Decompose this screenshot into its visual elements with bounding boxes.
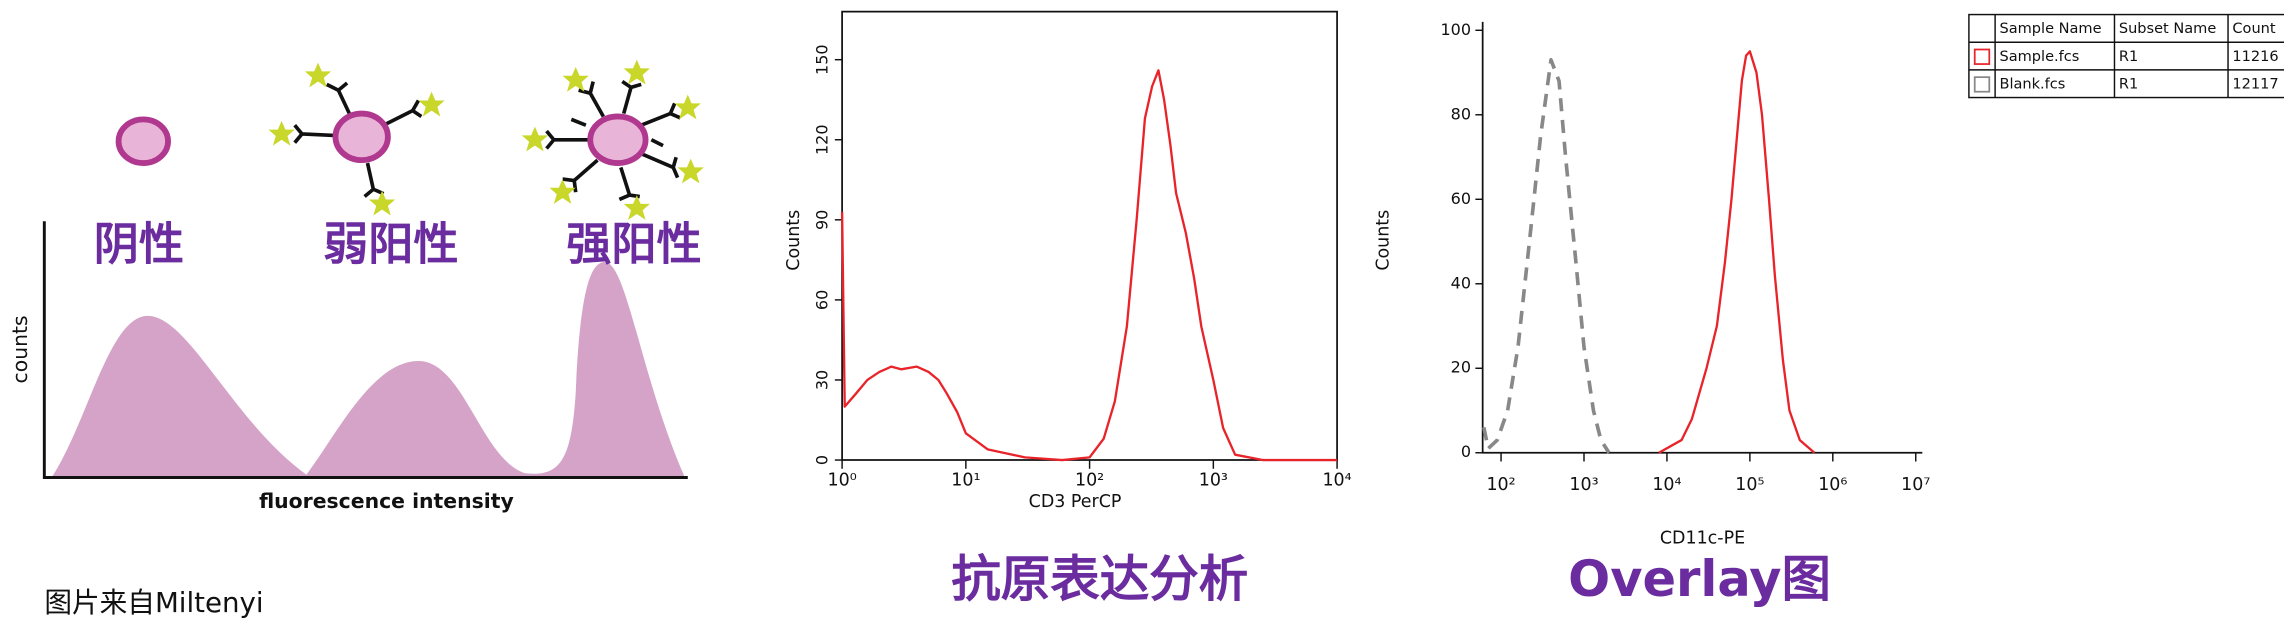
x-tick-label: 10⁵ <box>1735 475 1764 495</box>
x-axis-label: CD11c-PE <box>1660 529 1745 549</box>
x-tick-label: 10⁴ <box>1322 470 1351 490</box>
x-tick-label: 10² <box>1486 475 1515 495</box>
y-tick-label: 20 <box>1451 358 1471 377</box>
table-cell: R1 <box>2119 48 2138 65</box>
axes <box>42 221 688 479</box>
x-tick-label: 10⁶ <box>1818 475 1847 495</box>
series-line <box>1658 50 1816 454</box>
cell-label: 弱阳性 <box>323 217 458 270</box>
x-tick-label: 10⁷ <box>1901 475 1930 495</box>
y-tick-label: 30 <box>813 370 832 390</box>
y-tick-label: 120 <box>813 124 832 155</box>
y-tick-label: 150 <box>813 44 832 75</box>
x-tick-label: 10⁴ <box>1652 475 1681 495</box>
x-tick-label: 10¹ <box>951 470 980 490</box>
series-line <box>1482 58 1611 454</box>
x-axis-label: fluorescence intensity <box>259 489 514 513</box>
antibodies <box>293 80 682 202</box>
chart-title: 抗原表达分析 <box>951 550 1248 608</box>
y-axis-label: counts <box>8 315 32 383</box>
sample-name: Sample.fcs <box>1999 48 2079 65</box>
y-tick-label: 0 <box>1461 442 1471 461</box>
x-axis-label: CD3 PerCP <box>1029 492 1122 512</box>
y-tick-label: 80 <box>1451 104 1471 123</box>
credit: 图片来自Miltenyi <box>44 586 263 619</box>
sample-name: Blank.fcs <box>1999 75 2065 92</box>
table-cell: R1 <box>2119 75 2138 92</box>
cell-label: 强阳性 <box>566 217 701 270</box>
cell-label: 阴性 <box>94 217 184 270</box>
schematic: 阴性 弱阳性 强阳性 counts fluorescence intensity <box>8 59 704 513</box>
y-tick-label: 60 <box>813 290 832 310</box>
cells <box>115 110 649 166</box>
table-header: Sample Name <box>1999 20 2101 37</box>
y-tick-label: 60 <box>1451 189 1471 208</box>
x-tick-label: 10³ <box>1569 475 1598 495</box>
chart: 0 30 60 90 120 150 10⁰ 10¹ 10² 10³ 10⁴ CD3 PerCP Cou… <box>784 10 1352 608</box>
y-axis-label: Counts <box>1374 210 1394 271</box>
table-header: Count <box>2232 20 2275 37</box>
distribution-area <box>51 262 685 478</box>
y-tick-label: 0 <box>813 455 832 465</box>
chart: 0 20 40 60 80 100 10² 10³ 10⁴ 10⁵ 10⁶ 10⁷ CD11c-PE Co… <box>1374 20 1931 608</box>
y-tick-label: 100 <box>1440 20 1471 39</box>
chart-title: Overlay图 <box>1568 550 1831 608</box>
y-tick-label: 90 <box>813 210 832 230</box>
table-header: Subset Name <box>2119 20 2217 37</box>
axes <box>841 10 1338 461</box>
axes <box>1481 21 1923 454</box>
table-border <box>1968 13 2284 99</box>
table-cell: 11216 <box>2232 48 2278 65</box>
x-tick-label: 10² <box>1075 470 1104 490</box>
table-cell: 12117 <box>2232 75 2278 92</box>
sample-table: Sample Name Subset Name Count Sample.fcs R1 1… <box>1968 13 2284 99</box>
sample-swatch <box>1973 48 1991 65</box>
series-line <box>840 69 1338 462</box>
y-axis-label: Counts <box>784 210 804 271</box>
x-tick-label: 10³ <box>1199 470 1228 490</box>
y-tick-label: 40 <box>1451 273 1471 292</box>
sample-swatch <box>1973 76 1991 93</box>
x-tick-label: 10⁰ <box>827 470 856 490</box>
